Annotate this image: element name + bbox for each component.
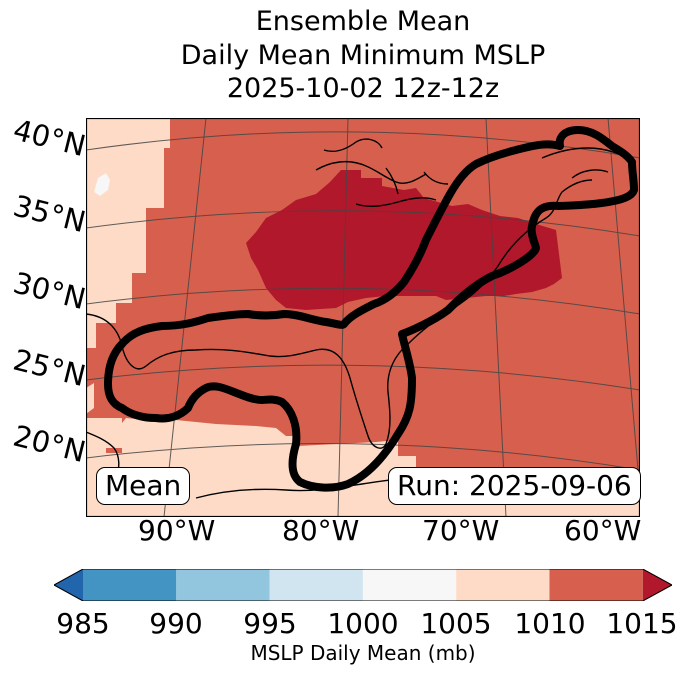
colorbar-tick-1010: 1010 (514, 607, 586, 640)
title-line-1: Ensemble Mean (255, 6, 471, 37)
field-1005-1010-gulf-edge (86, 418, 122, 473)
title-line-3: 2025-10-02 12z-12z (226, 73, 500, 104)
field-1005-1010-southwest (86, 383, 94, 414)
colorbar-under-triangle (54, 569, 83, 601)
lon-label-80w: 80°W (282, 514, 360, 547)
colorbar-tick-1005: 1005 (420, 607, 492, 640)
colorbar-tick-985: 985 (56, 607, 110, 640)
probability-contour (104, 126, 638, 492)
lon-label-90w: 90°W (138, 514, 216, 547)
run-date-label: Run: 2025-09-06 (388, 467, 641, 505)
colorbar-tick-1000: 1000 (327, 607, 399, 640)
map-panel (86, 118, 640, 517)
lat-label-30n: 30°N (9, 265, 90, 317)
colorbar-segment-1000-1005 (362, 569, 457, 601)
colorbar-segment-995-1000 (269, 569, 363, 601)
colorbar-segment-1010-1015 (549, 569, 643, 601)
field-above-1015 (246, 170, 562, 310)
lat-label-20n: 20°N (9, 418, 90, 470)
colorbar-label: MSLP Daily Mean (mb) (250, 641, 476, 665)
lat-label-35n: 35°N (9, 188, 90, 240)
colorbar-tick-995: 995 (243, 607, 297, 640)
colorbar (54, 569, 672, 601)
mean-label: Mean (96, 467, 191, 505)
lon-label-60w: 60°W (564, 514, 642, 547)
colorbar-segment-990-995 (176, 569, 270, 601)
field-1000-1005-patch (94, 173, 110, 196)
lon-label-70w: 70°W (422, 514, 500, 547)
colorbar-tick-1015: 1015 (606, 607, 678, 640)
title-line-2: Daily Mean Minimum MSLP (180, 40, 546, 71)
colorbar-segment-985-990 (83, 569, 177, 601)
colorbar-segment-1005-1010 (456, 569, 550, 601)
lat-label-40n: 40°N (9, 112, 90, 164)
lat-label-25n: 25°N (9, 342, 90, 394)
colorbar-over-triangle (642, 569, 672, 601)
colorbar-tick-990: 990 (149, 607, 203, 640)
map-frame (86, 118, 640, 517)
